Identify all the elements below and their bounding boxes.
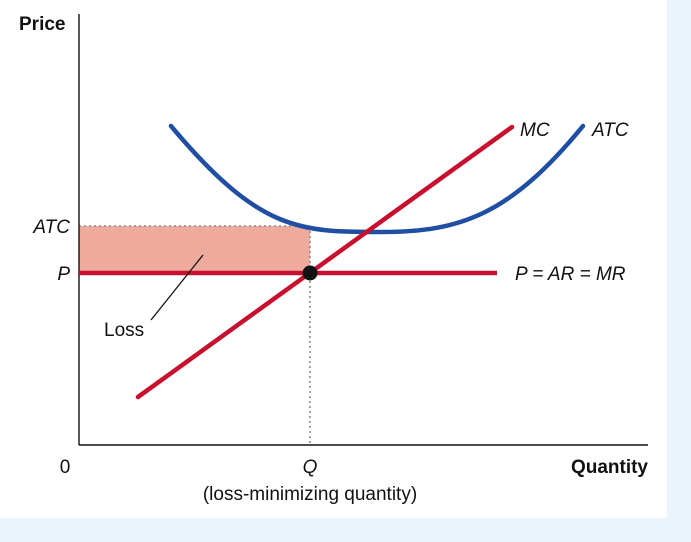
price-line-label: P = AR = MR [515, 264, 626, 285]
atc-label: ATC [591, 120, 629, 141]
bottom-background-band [0, 518, 691, 542]
atc-curve [168, 123, 586, 235]
y-tick-atc: ATC [32, 217, 70, 238]
profit-max-point [302, 265, 318, 281]
mc-label: MC [520, 120, 550, 141]
origin-label: 0 [60, 457, 71, 478]
loss-label: Loss [104, 320, 144, 341]
x-tick-q-note: (loss-minimizing quantity) [203, 484, 417, 505]
right-background-band [667, 0, 691, 542]
y-axis-label: Price [19, 14, 65, 35]
x-axis-label: Quantity [571, 457, 648, 478]
loss-pointer-line [150, 254, 204, 321]
y-tick-p: P [57, 264, 70, 285]
x-tick-q: Q [303, 457, 318, 478]
mc-curve [135, 124, 515, 400]
